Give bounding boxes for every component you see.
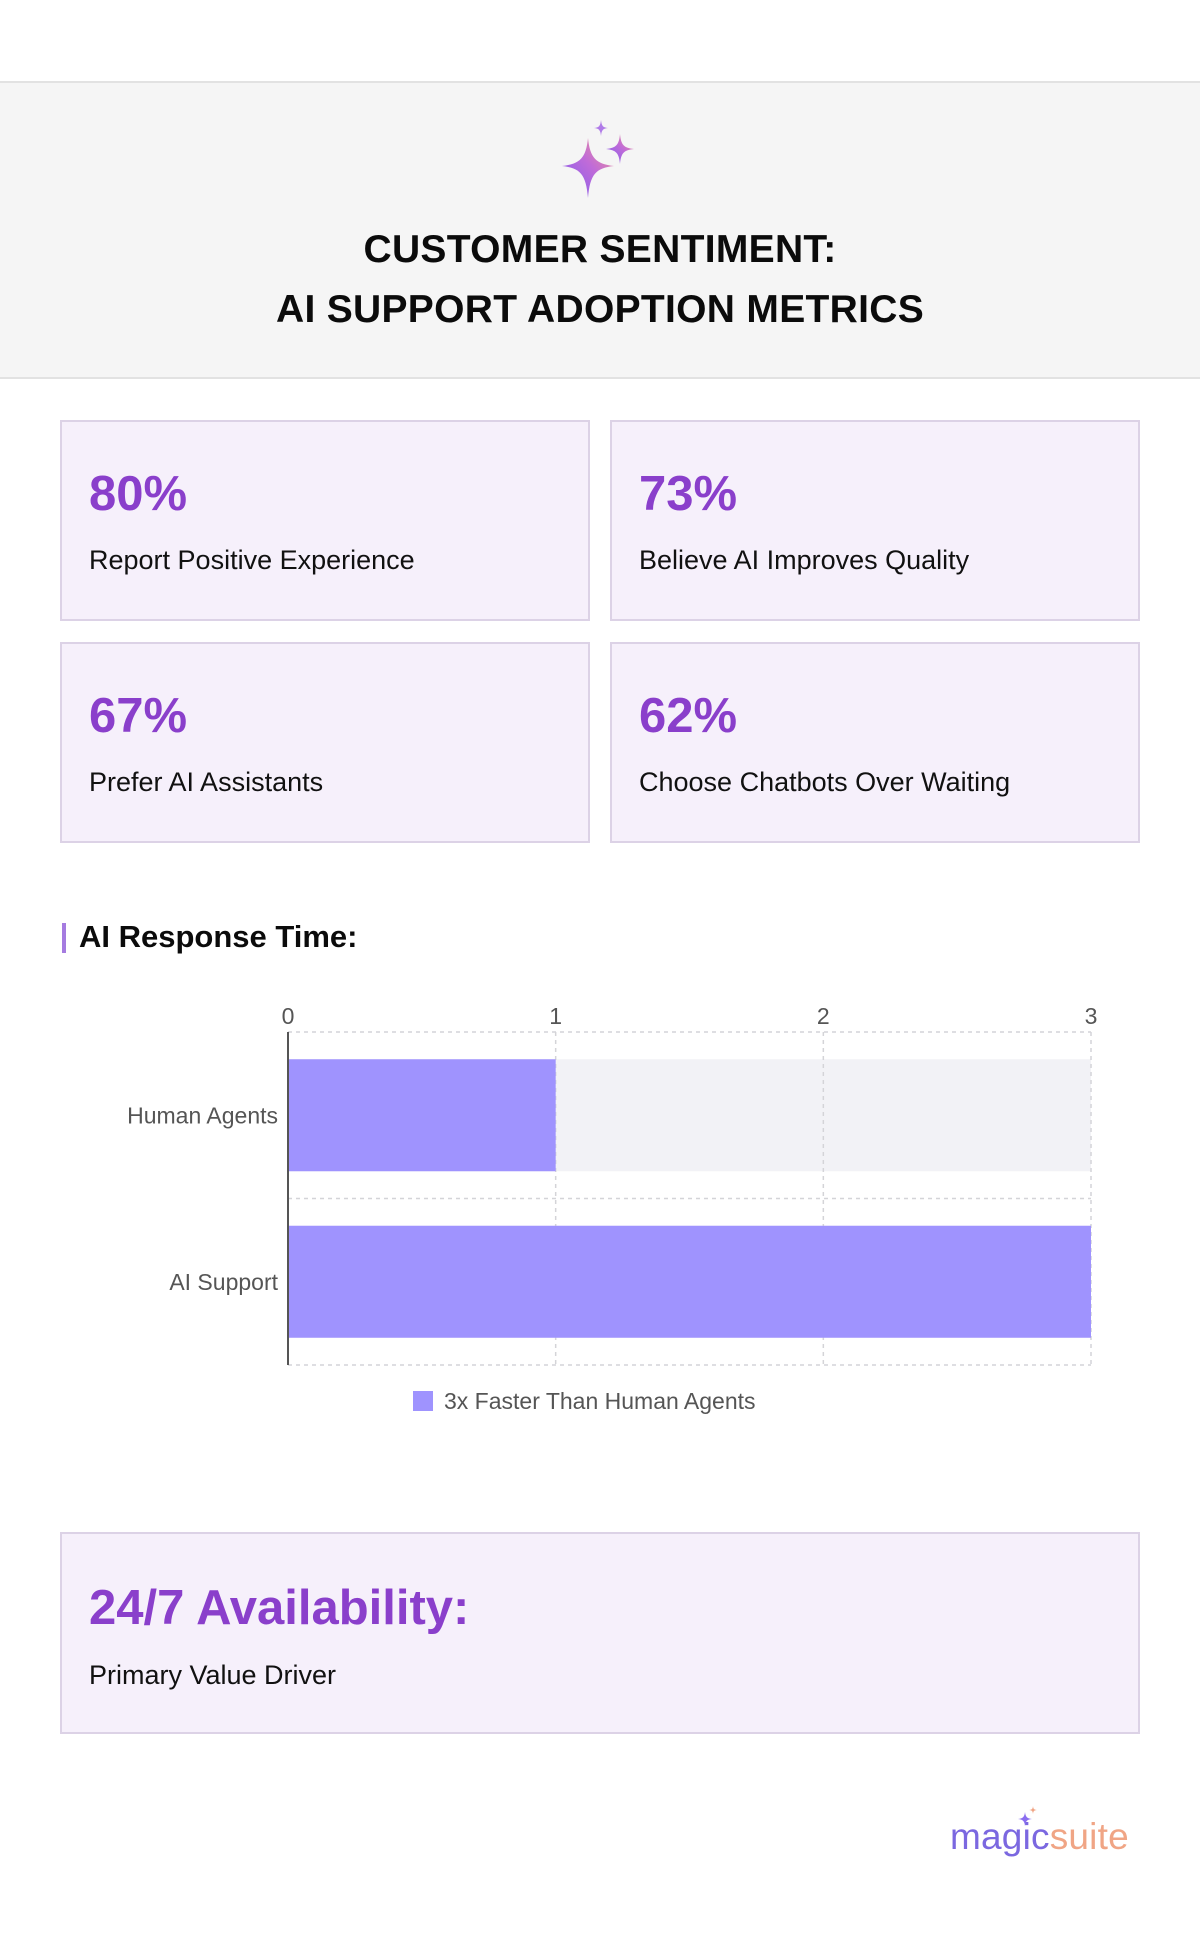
brand-logo: magicsuite [950,1818,1129,1855]
stat-value: 80% [89,467,188,521]
stat-card: 80% Report Positive Experience [60,420,590,621]
availability-value: 24/7 Availability: [89,1581,470,1635]
sparkle-icon [562,120,634,198]
legend-swatch [413,1391,433,1411]
category-label: AI Support [169,1269,278,1295]
availability-card: 24/7 Availability: Primary Value Driver [60,1532,1140,1734]
bar [288,1059,556,1172]
category-label: Human Agents [127,1102,278,1128]
response-time-chart: Human Agents AI Support 0 1 2 3 3x Faster Than… [127,1003,1098,1414]
stat-value: 67% [89,689,188,743]
stat-card: 62% Choose Chatbots Over Waiting [610,642,1140,843]
stat-label: Report Positive Experience [89,545,415,575]
stat-card: 67% Prefer AI Assistants [60,642,590,843]
page-title-line-1: CUSTOMER SENTIMENT: [363,228,837,271]
section-title: AI Response Time: [79,919,358,954]
legend-label: 3x Faster Than Human Agents [444,1388,756,1414]
stat-label: Prefer AI Assistants [89,767,324,797]
x-tick-label: 1 [549,1003,562,1029]
bar [288,1225,1091,1338]
availability-label: Primary Value Driver [89,1660,337,1690]
logo-sparkle-icon [1018,1806,1037,1826]
page-title-line-2: AI SUPPORT ADOPTION METRICS [275,288,925,331]
stat-card: 73% Believe AI Improves Quality [610,420,1140,621]
x-tick-label: 3 [1085,1003,1098,1029]
stat-label: Believe AI Improves Quality [639,545,970,575]
logo-text-suite: suite [1049,1816,1129,1857]
stat-value: 73% [639,467,738,521]
section-accent-bar [62,923,66,953]
stat-value: 62% [639,689,738,743]
stat-label: Choose Chatbots Over Waiting [639,767,1011,797]
logo-text-magic: magic [950,1816,1050,1857]
x-tick-label: 0 [282,1003,295,1029]
x-tick-label: 2 [817,1003,830,1029]
